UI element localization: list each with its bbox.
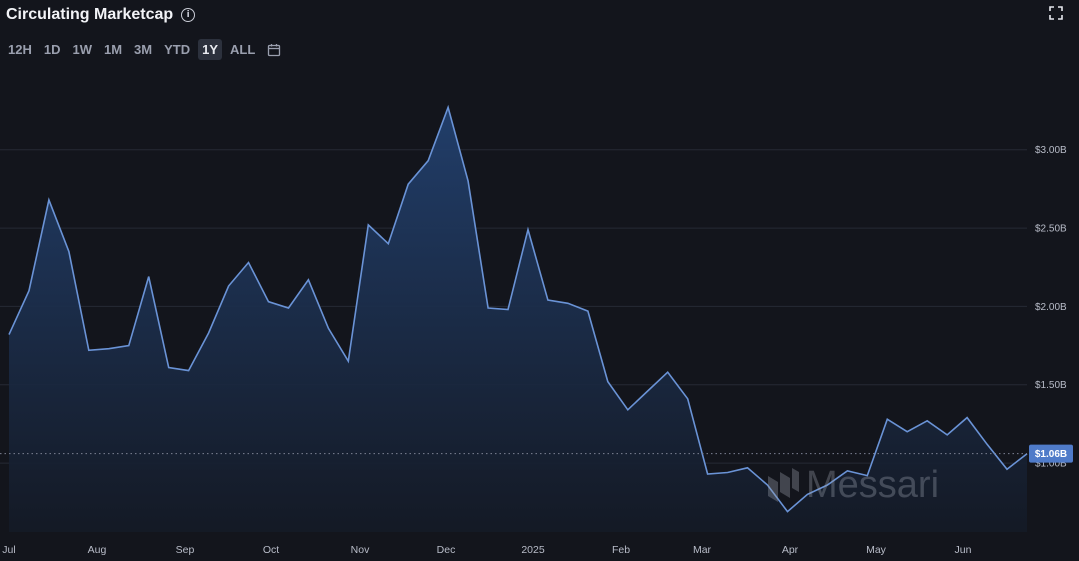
range-3m-button[interactable]: 3M	[134, 42, 153, 57]
range-ytd-button[interactable]: YTD	[164, 42, 191, 57]
x-tick-label: Aug	[88, 544, 107, 556]
range-1m-button[interactable]: 1M	[103, 42, 123, 57]
chart-header: Circulating Marketcap i	[6, 4, 196, 26]
x-tick-label: May	[866, 544, 887, 556]
y-axis: $1.00B $1.50B $2.00B $2.50B $3.00B	[1035, 145, 1067, 469]
current-value-tag: $1.06B	[1029, 444, 1073, 463]
series-line	[8, 104, 1028, 513]
x-tick-label: Mar	[693, 544, 712, 556]
x-axis: Jul Aug Sep Oct Nov Dec 2025 Feb Mar Apr May Jun	[2, 544, 971, 556]
x-tick-label: 2025	[521, 544, 545, 556]
watermark: Messari	[766, 464, 939, 507]
range-all-button[interactable]: ALL	[230, 42, 256, 57]
x-tick-label: Dec	[437, 544, 456, 556]
x-tick-label: Jun	[955, 544, 972, 556]
x-tick-label: Nov	[351, 544, 370, 556]
area-fill	[9, 107, 1027, 533]
y-tick-label: $2.00B	[1035, 302, 1067, 313]
current-value-tag-label: $1.06B	[1035, 449, 1067, 460]
y-tick-label: $3.00B	[1035, 145, 1067, 156]
calendar-icon[interactable]	[267, 43, 281, 57]
x-tick-label: Jul	[2, 544, 15, 556]
current-value-tag-background	[1029, 444, 1073, 463]
x-tick-label: Oct	[263, 544, 279, 556]
y-tick-label: $1.00B	[1035, 459, 1067, 470]
y-tick-label: $1.50B	[1035, 380, 1067, 391]
page-title: Circulating Marketcap	[6, 6, 174, 23]
x-tick-label: Feb	[612, 544, 630, 556]
y-tick-label: $2.50B	[1035, 224, 1067, 235]
messari-logo-icon	[768, 467, 799, 502]
range-1y-button[interactable]: 1Y	[198, 39, 223, 60]
range-1w-button[interactable]: 1W	[72, 42, 92, 57]
info-icon[interactable]: i	[181, 8, 196, 22]
time-range-selector: 12H 1D 1W 1M 3M YTD 1Y ALL	[4, 39, 281, 60]
range-1d-button[interactable]: 1D	[43, 42, 61, 57]
watermark-text: Messari	[806, 464, 940, 506]
x-tick-label: Sep	[176, 544, 195, 556]
range-12h-button[interactable]: 12H	[8, 42, 32, 57]
x-tick-label: Apr	[782, 544, 799, 556]
expand-icon[interactable]	[1049, 6, 1063, 20]
